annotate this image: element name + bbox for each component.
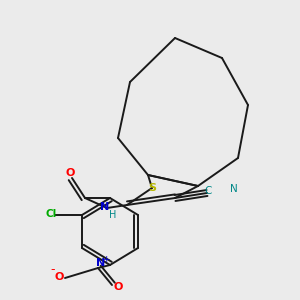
Text: C: C	[205, 187, 212, 196]
Text: O: O	[66, 168, 75, 178]
Text: O: O	[113, 281, 123, 292]
Text: S: S	[148, 183, 156, 193]
Text: N: N	[96, 258, 106, 268]
Text: -: -	[51, 263, 55, 276]
Text: +: +	[102, 254, 109, 263]
Text: H: H	[109, 211, 116, 220]
Text: Cl: Cl	[46, 209, 57, 219]
Text: N: N	[230, 184, 237, 194]
Text: O: O	[54, 272, 64, 281]
Text: N: N	[100, 202, 109, 212]
